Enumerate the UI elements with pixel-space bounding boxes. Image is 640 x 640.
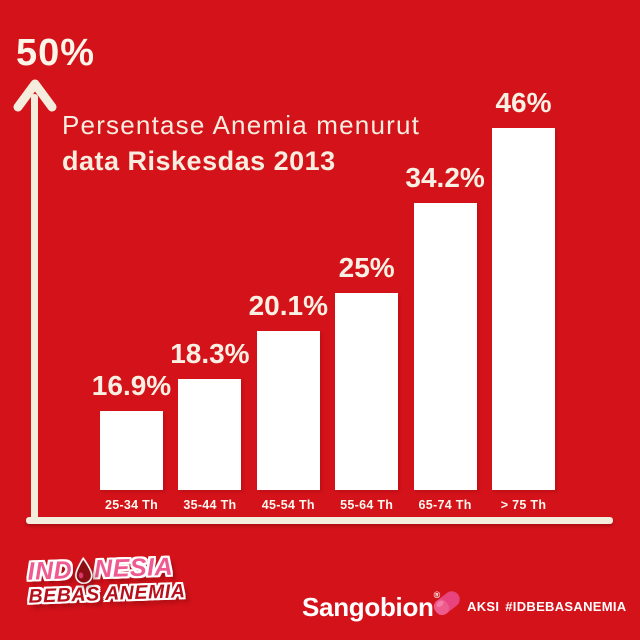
capsule-icon [433,591,460,616]
up-arrow-icon [13,79,57,112]
bar-category-label: > 75 Th [500,498,547,512]
bar-value-label: 34.2% [405,162,485,193]
bar-group: 25% 55-64 Th [335,252,399,512]
bar-category-label: 35-44 Th [183,498,237,512]
bar [100,411,163,490]
bar-category-label: 55-64 Th [340,498,394,512]
bar-group: 46% > 75 Th [492,87,555,512]
bar-category-label: 45-54 Th [261,498,315,512]
bar [492,128,555,490]
bar-value-label: 16.9% [91,370,172,401]
bar-value-label: 25% [338,252,395,283]
campaign-line1-prefix: IND [27,556,73,586]
bar-group: 16.9% 25-34 Th [92,370,171,512]
bar-value-label: 18.3% [170,338,250,369]
bar [413,203,477,490]
bar [335,293,399,490]
chart-title-line2: data Riskesdas 2013 [62,146,336,176]
hashtag: #IDBEBASANEMIA [505,599,627,614]
bar-value-label: 20.1% [248,290,328,321]
y-axis-line [31,94,38,523]
chart-title: Persentase Anemia menurut data Riskesdas… [62,110,420,177]
action-prefix: AKSI [467,599,500,614]
blood-drop-icon [74,556,93,585]
bar-group: 20.1% 45-54 Th [249,290,328,512]
bar-category-label: 65-74 Th [418,498,472,512]
campaign-line2: BEBAS ANEMIA [28,580,186,608]
campaign-line1-suffix: NESIA [93,552,174,584]
campaign-line1: IND NESIA [27,552,185,586]
brand-name: Sangobion [302,592,434,622]
bar-group: 18.3% 35-44 Th [170,338,249,512]
indonesia-bebas-anemia-logo: IND NESIA BEBAS ANEMIA [27,552,186,608]
registered-mark: ® [433,590,441,600]
campaign-hashtag-line: AKSI #IDBEBASANEMIA [467,599,626,614]
x-axis-line [26,517,613,524]
chart-title-line1: Persentase Anemia menurut [62,110,421,140]
bar-category-label: 25-34 Th [104,498,159,512]
y-axis-max-label: 50% [16,32,96,74]
brand-wordmark: Sangobion® [302,590,440,623]
bar-value-label: 46% [495,87,552,118]
bar [178,379,242,490]
bar [256,331,320,490]
bar-group: 34.2% 65-74 Th [405,162,484,512]
